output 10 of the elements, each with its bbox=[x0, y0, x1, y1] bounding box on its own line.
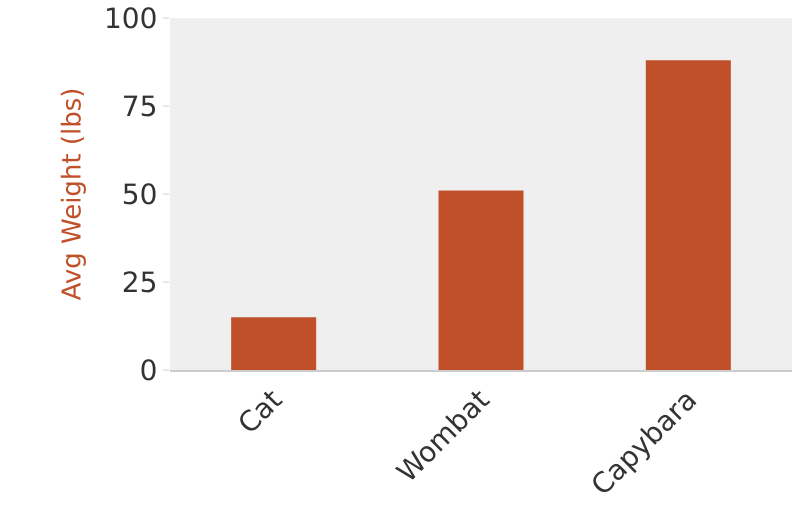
y-tick-label: 100 bbox=[104, 2, 158, 35]
y-tick-label: 50 bbox=[122, 178, 158, 211]
y-tick-label: 25 bbox=[122, 266, 158, 299]
bar bbox=[231, 317, 316, 370]
x-tick-label: Cat bbox=[231, 383, 289, 440]
y-tick-label: 0 bbox=[140, 354, 158, 387]
bar bbox=[646, 60, 731, 370]
y-tick-label: 75 bbox=[122, 90, 158, 123]
bar bbox=[438, 190, 524, 370]
y-axis-title: Avg Weight (lbs) bbox=[57, 88, 88, 300]
